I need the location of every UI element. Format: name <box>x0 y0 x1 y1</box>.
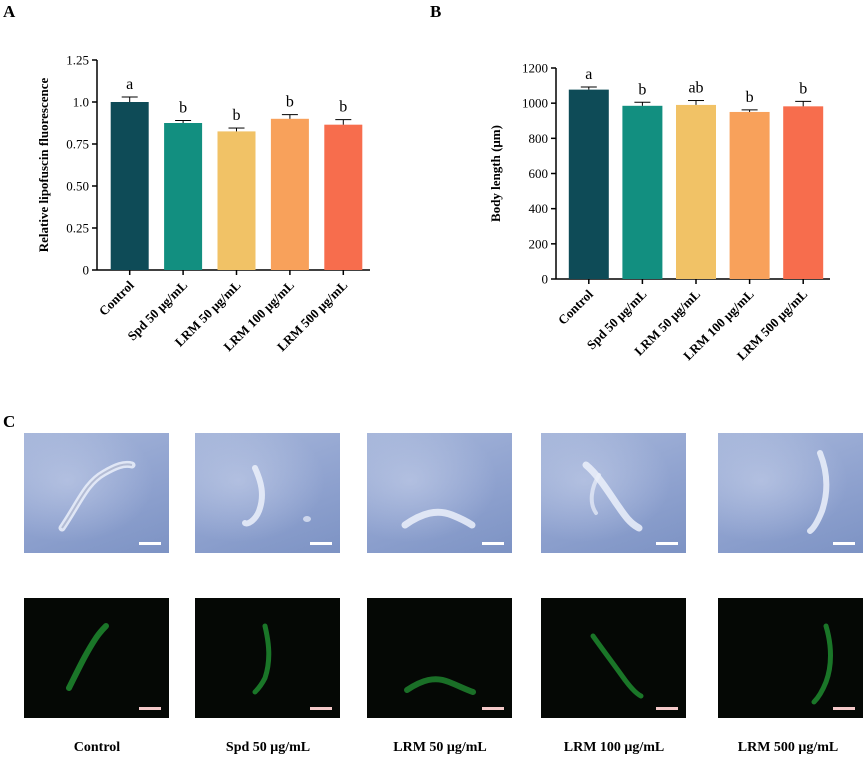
significance-label: a <box>126 76 133 93</box>
worm-fluorescence <box>404 676 476 695</box>
y-tick-label: 200 <box>529 236 549 251</box>
y-tick-label: 0.50 <box>66 179 89 194</box>
micrograph-label-lrm-50: LRM 50 μg/mL <box>393 740 487 755</box>
significance-label: b <box>233 107 241 124</box>
y-tick-label: 0.75 <box>66 137 89 152</box>
chart-lipofuscin: 0 0.25 0.50 0.75 1.0 1.25 Relative lipofuscin … <box>36 53 370 354</box>
micrograph-label-lrm-500: LRM 500 μg/mL <box>737 740 839 755</box>
y-tick-label: 0 <box>542 272 549 287</box>
panel-label-c: C <box>3 412 16 431</box>
significance-label: ab <box>688 80 703 97</box>
worm-image <box>58 460 136 532</box>
bar <box>217 131 256 270</box>
scale-bar <box>310 707 332 710</box>
y-tick-label: 1000 <box>522 96 548 111</box>
significance-label: b <box>339 99 347 116</box>
micrograph-label-spd-50: Spd 50 μg/mL <box>225 740 311 755</box>
y-tick-label: 800 <box>529 131 549 146</box>
panel-label-b: B <box>430 2 442 21</box>
brightfield-lrm-100 <box>541 433 686 553</box>
y-axis-label: Relative lipofuscin fluorescence <box>36 78 51 253</box>
y-tick-label: 1.0 <box>73 95 89 110</box>
brightfield-lrm-50 <box>367 433 512 553</box>
micrograph-label-control: Control <box>73 740 121 755</box>
scale-bar <box>482 707 504 710</box>
fluorescence-spd-50 <box>195 598 340 718</box>
micrograph-label-lrm-100: LRM 100 μg/mL <box>563 740 665 755</box>
significance-label: b <box>286 94 294 111</box>
bar <box>324 124 363 271</box>
fluorescence-lrm-500 <box>718 598 863 718</box>
fluorescence-lrm-50 <box>367 598 512 718</box>
worm-image <box>807 450 830 534</box>
worm-fluorescence <box>811 623 833 705</box>
category-label: Control <box>96 277 137 318</box>
worm-fluorescence <box>590 633 644 699</box>
brightfield-spd-50 <box>195 433 340 553</box>
bar <box>110 102 149 270</box>
fluorescence-lrm-100 <box>541 598 686 718</box>
y-axis-label: Body length (μm) <box>488 125 503 222</box>
chart-body-length: 0 200 400 600 800 1000 1200 Body length (μm) a Co… <box>488 61 830 363</box>
y-tick-label: 1.25 <box>66 53 89 68</box>
worm-fluorescence <box>66 623 109 691</box>
brightfield-lrm-500 <box>718 433 863 553</box>
y-tick-label: 0.25 <box>66 221 89 236</box>
worm-image <box>242 465 311 527</box>
significance-label: b <box>179 99 187 116</box>
scale-bar <box>139 707 161 710</box>
bar <box>676 104 716 279</box>
fluorescence-control <box>24 598 169 718</box>
y-tick-label: 0 <box>83 263 90 278</box>
scale-bar <box>482 542 504 545</box>
significance-label: b <box>746 89 754 106</box>
scale-bar <box>139 542 161 545</box>
bar <box>622 105 663 279</box>
brightfield-control <box>24 433 169 553</box>
y-tick-label: 1200 <box>522 61 548 76</box>
worm-image <box>401 508 476 529</box>
category-label: Control <box>555 286 596 327</box>
bar <box>164 123 203 270</box>
worm-fluorescence <box>252 623 272 695</box>
bar <box>783 106 824 279</box>
worm-image <box>582 461 643 532</box>
scale-bar <box>833 707 855 710</box>
panel-label-a: A <box>3 2 16 21</box>
scale-bar <box>833 542 855 545</box>
scale-bar <box>656 707 678 710</box>
bar <box>729 111 770 279</box>
y-tick-label: 400 <box>529 201 549 216</box>
bar <box>270 118 309 270</box>
significance-label: b <box>799 80 807 97</box>
significance-label: a <box>585 66 592 83</box>
bar <box>568 89 609 279</box>
scale-bar <box>656 542 678 545</box>
scale-bar <box>310 542 332 545</box>
significance-label: b <box>638 81 646 98</box>
y-tick-label: 600 <box>529 166 549 181</box>
